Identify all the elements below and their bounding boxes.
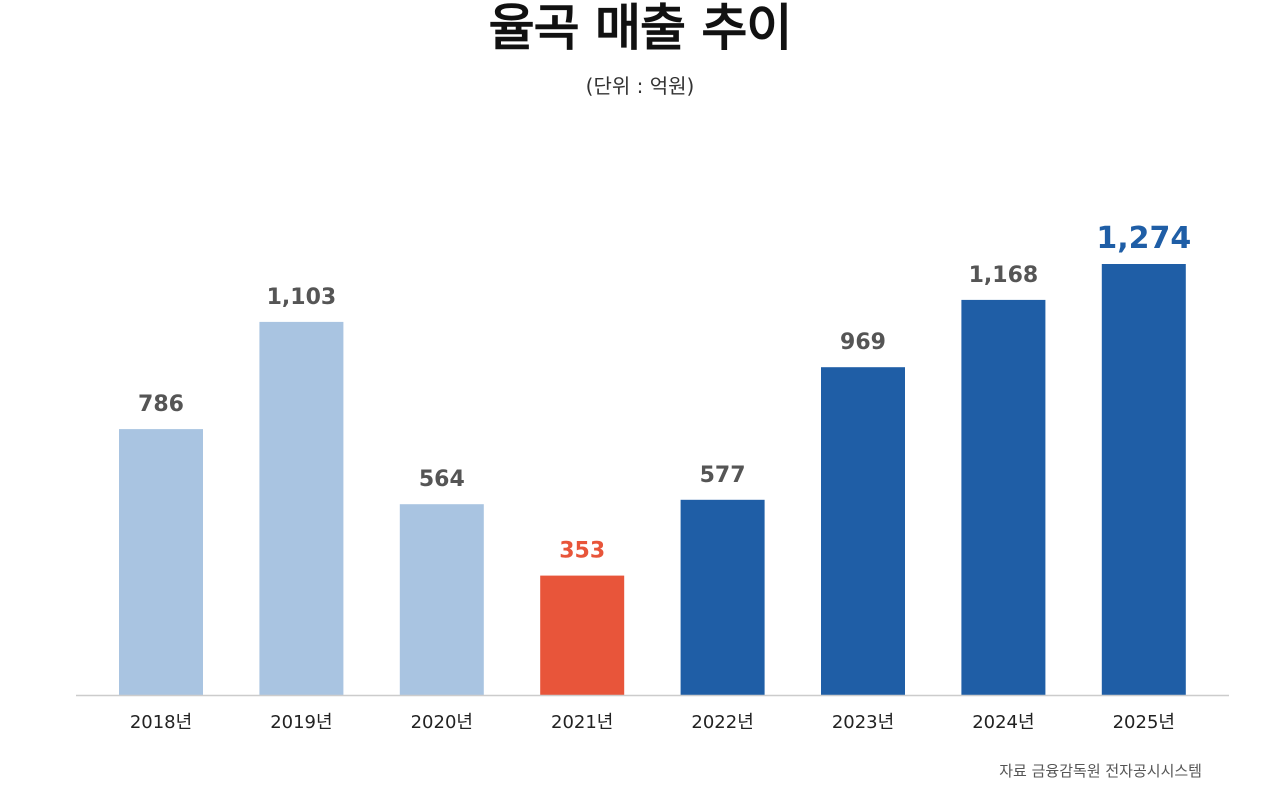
bar-2024년 [961, 299, 1046, 695]
chart-title: 율곡 매출 추이 [488, 0, 793, 57]
value-label-2018년: 786 [138, 392, 184, 417]
bar-2019년 [259, 321, 344, 695]
bar-2025년 [1101, 264, 1186, 695]
x-tick-label-2022년: 2022년 [691, 712, 753, 733]
bar-2023년 [821, 367, 905, 695]
x-tick-label-2019년: 2019년 [270, 712, 332, 733]
chart-unit-subtitle: (단위 : 억원) [585, 74, 695, 98]
bar-2021년 [540, 575, 625, 695]
value-label-2023년: 969 [840, 330, 886, 355]
bar-2022년 [680, 499, 765, 695]
x-tick-label-2024년: 2024년 [972, 712, 1034, 733]
x-tick-label-2023년: 2023년 [832, 712, 894, 733]
x-tick-label-2025년: 2025년 [1113, 712, 1175, 733]
bar-2018년 [119, 429, 203, 695]
x-tick-label-2020년: 2020년 [411, 712, 473, 733]
value-label-2020년: 564 [419, 467, 465, 492]
value-label-2021년: 353 [559, 539, 605, 564]
x-tick-label-2021년: 2021년 [551, 712, 613, 733]
value-label-2022년: 577 [700, 463, 746, 488]
value-label-2025년: 1,274 [1096, 221, 1191, 256]
bars-group [119, 264, 1186, 695]
source-note: 자료 금융감독원 전자공시시스템 [999, 762, 1202, 780]
value-label-2024년: 1,168 [969, 263, 1039, 288]
x-tick-label-2018년: 2018년 [130, 712, 192, 733]
value-labels-group: 786 1,103 564 353 577 969 1,168 1,274 [138, 221, 1191, 564]
x-tick-labels-group: 2018년 2019년 2020년 2021년 2022년 2023년 2024년 2025년 [130, 712, 1175, 733]
value-label-2019년: 1,103 [267, 285, 337, 310]
bar-2020년 [399, 504, 484, 695]
